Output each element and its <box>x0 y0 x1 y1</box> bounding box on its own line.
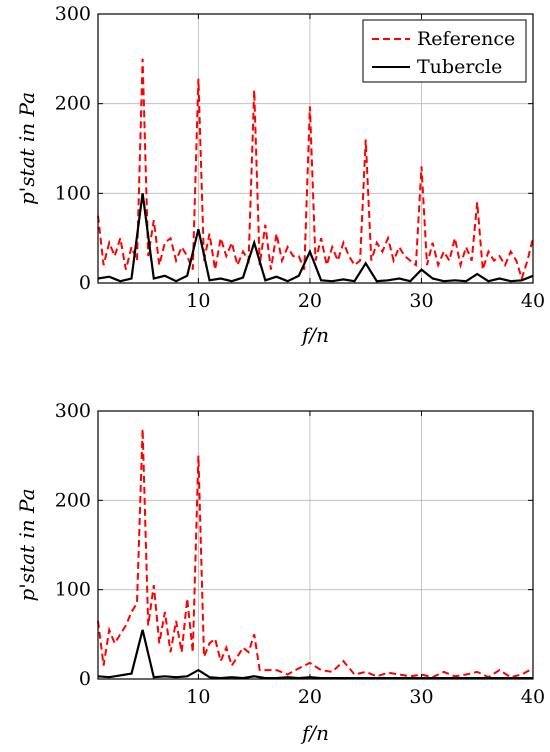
x-tick-label: 40 <box>521 686 545 708</box>
x-tick-label: 10 <box>186 290 210 312</box>
chart-bottom: 10 20 30 40 0 100 200 300 f/n p'stat in Pa <box>15 400 545 745</box>
y-tick-label: 0 <box>79 668 91 690</box>
y-tick-label: 200 <box>55 93 91 115</box>
y-tick-label: 100 <box>55 579 91 601</box>
reference-series-line <box>97 58 534 282</box>
tubercle-series-line <box>97 193 534 283</box>
y-tick-label: 0 <box>79 272 91 294</box>
plot-frame <box>97 410 534 680</box>
x-tick-label: 30 <box>409 686 433 708</box>
y-tick-label: 200 <box>55 489 91 511</box>
x-tick-label: 20 <box>298 686 322 708</box>
x-axis-label: f/n <box>300 721 329 745</box>
y-tick-label: 300 <box>55 3 91 25</box>
x-tick-label: 30 <box>409 290 433 312</box>
reference-series-line <box>97 428 534 679</box>
plot-frame <box>97 13 534 284</box>
x-tick-label: 40 <box>521 290 545 312</box>
y-axis-label: p'stat in Pa <box>15 488 39 601</box>
y-tick-label: 100 <box>55 182 91 204</box>
x-tick-label: 20 <box>298 290 322 312</box>
tubercle-series-line <box>97 629 533 680</box>
chart-top: 10 20 30 40 0 100 200 300 f/n p'stat in Pa Referen… <box>15 3 545 347</box>
legend-label-tubercle: Tubercle <box>417 56 502 78</box>
y-axis-label: p'stat in Pa <box>15 92 39 205</box>
x-axis-label: f/n <box>300 323 329 347</box>
legend-box <box>362 19 527 83</box>
legend-label-reference: Reference <box>417 28 515 50</box>
y-tick-label: 300 <box>55 400 91 422</box>
x-tick-label: 10 <box>186 686 210 708</box>
